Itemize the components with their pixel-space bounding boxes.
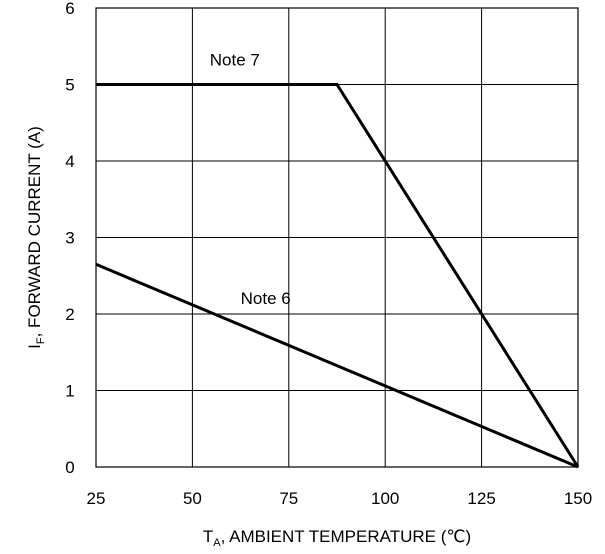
plot-frame xyxy=(95,7,579,468)
x-tick-label: 150 xyxy=(564,489,592,508)
annotations: Note 7 Note 6 xyxy=(210,50,291,308)
y-tick-label: 0 xyxy=(65,458,74,477)
y-tick-label: 2 xyxy=(65,305,74,324)
y-tick-label: 3 xyxy=(65,229,74,248)
grid xyxy=(95,7,579,468)
x-axis-title: TA, AMBIENT TEMPERATURE (℃) xyxy=(203,527,471,549)
x-tick-label: 25 xyxy=(87,489,106,508)
y-axis-title: IF, FORWARD CURRENT (A) xyxy=(25,126,47,349)
x-tick-label: 50 xyxy=(183,489,202,508)
y-tick-label: 1 xyxy=(65,382,74,401)
series-layer xyxy=(95,83,580,469)
y-tick-label: 6 xyxy=(65,0,74,18)
annotation-label: Note 6 xyxy=(241,289,291,308)
series-line xyxy=(96,83,580,468)
series-line xyxy=(95,262,579,469)
x-tick-labels: 25 50 75 100 125 150 xyxy=(87,489,593,508)
y-tick-labels: 0 1 2 3 4 5 6 xyxy=(65,0,74,477)
x-tick-label: 125 xyxy=(467,489,495,508)
y-tick-label: 4 xyxy=(65,152,74,171)
x-tick-label: 100 xyxy=(371,489,399,508)
x-tick-label: 75 xyxy=(279,489,298,508)
annotation-label: Note 7 xyxy=(210,50,260,69)
y-tick-label: 5 xyxy=(65,76,74,95)
